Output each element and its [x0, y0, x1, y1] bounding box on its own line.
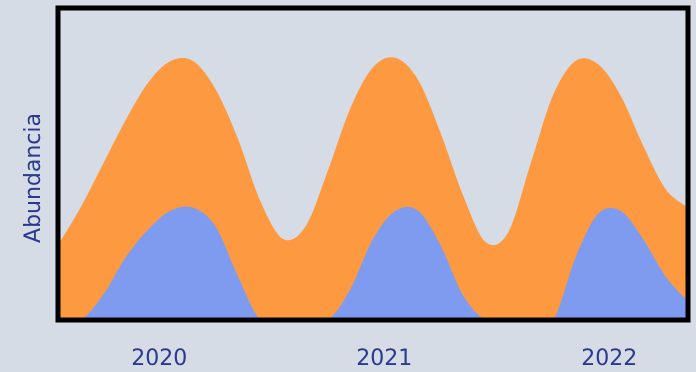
x-tick-label: 2020 — [131, 346, 187, 371]
x-tick-label: 2021 — [356, 346, 412, 371]
area — [58, 206, 688, 320]
x-tick-label: 2022 — [581, 346, 637, 371]
plot-frame — [55, 5, 691, 323]
y-axis-label: Abundancia — [21, 113, 46, 243]
plot-area — [58, 57, 688, 321]
